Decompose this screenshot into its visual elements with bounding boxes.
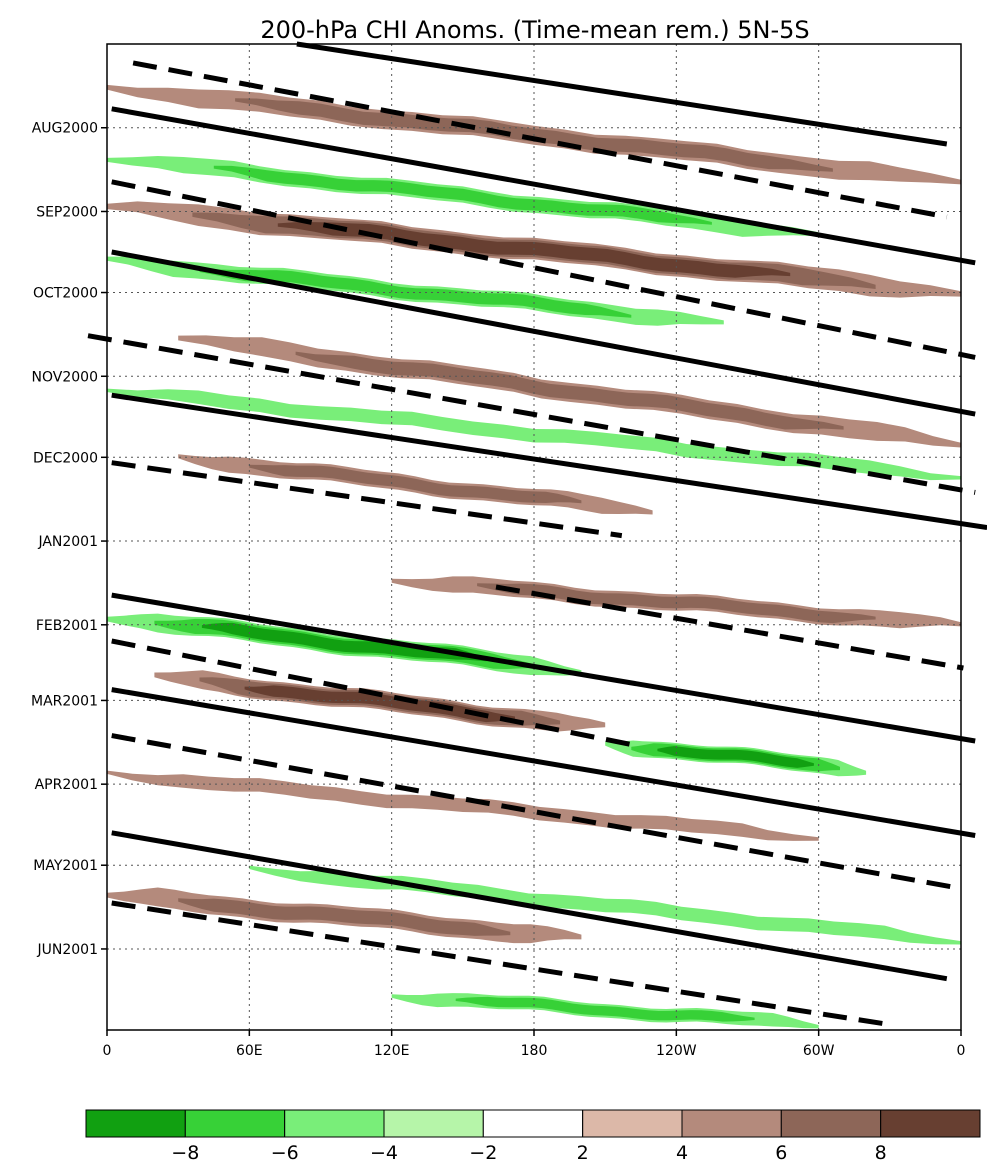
anomaly-contour-positive-11-0 [107, 770, 819, 841]
anomaly-contour-positive-13-1 [178, 898, 511, 936]
colorbar: −8 −6 −4 −2 2 4 6 8 [85, 1109, 981, 1164]
colorbar-bin-4 [482, 1109, 584, 1138]
y-tick-label-0: AUG2000 [32, 121, 98, 137]
dashed-line-10 [111, 460, 623, 539]
y-tick-label-2: OCT2000 [33, 286, 98, 302]
y-tick-label-8: APR2001 [35, 777, 98, 793]
colorbar-label-3: −2 [469, 1142, 497, 1164]
colorbar-label-1: −6 [271, 1142, 299, 1164]
dashed-line-9 [87, 333, 976, 495]
colorbar-bin-1 [184, 1109, 286, 1138]
colorbar-label-0: −8 [171, 1142, 199, 1164]
y-axis: AUG2000 SEP2000 OCT2000 NOV2000 DEC2000 JAN20… [31, 121, 107, 958]
anomaly-contour-negative-10-2 [657, 746, 814, 768]
anomaly-contour-positive-4-1 [295, 351, 844, 430]
anomaly-contour-positive-9-2 [244, 685, 515, 723]
colorbar-bin-3 [383, 1109, 484, 1138]
anomaly-contour-negative-8-2 [201, 622, 487, 662]
colorbar-bin-7 [780, 1109, 882, 1138]
chart-title: 200-hPa CHI Anoms. (Time-mean rem.) 5N-5… [260, 16, 809, 44]
colorbar-label-4: 2 [577, 1142, 589, 1164]
colorbar-label-5: 4 [676, 1142, 688, 1164]
y-tick-label-7: MAR2001 [31, 693, 98, 709]
y-tick-label-9: MAY2001 [33, 858, 98, 874]
propagation-lines-layer [87, 41, 987, 1028]
solid-line-2 [111, 249, 976, 417]
colorbar-label-6: 6 [775, 1142, 787, 1164]
x-axis: 0 60E 120E 180 120W 60W 0 [103, 1030, 966, 1059]
solid-line-0 [296, 41, 948, 147]
dashed-line-12 [111, 638, 642, 749]
x-tick-label-2: 120E [374, 1043, 410, 1059]
y-tick-label-3: NOV2000 [32, 369, 98, 385]
y-tick-label-4: DEC2000 [33, 450, 98, 466]
solid-line-3 [111, 392, 987, 530]
x-tick-label-1: 60E [236, 1043, 263, 1059]
y-tick-label-10: JUN2001 [37, 942, 98, 958]
x-tick-label-5: 60W [803, 1043, 835, 1059]
colorbar-bin-5 [582, 1109, 683, 1138]
anomaly-contour-negative-3-1 [199, 269, 632, 318]
x-tick-label-3: 180 [521, 1043, 548, 1059]
x-tick-label-6: 0 [957, 1043, 966, 1059]
y-tick-label-6: FEB2001 [36, 618, 98, 634]
colorbar-bin-8 [880, 1109, 981, 1138]
colorbar-label-2: −4 [370, 1142, 398, 1164]
solid-line-6 [111, 830, 948, 982]
colorbar-label-7: 8 [875, 1142, 887, 1164]
dashed-line-14 [111, 900, 891, 1028]
colorbar-bin-6 [681, 1109, 782, 1138]
solid-line-5 [111, 687, 976, 838]
colorbar-bin-0 [85, 1109, 186, 1138]
x-tick-label-4: 120W [656, 1043, 697, 1059]
x-tick-label-0: 0 [103, 1043, 112, 1059]
anomaly-contour-negative-14-1 [455, 996, 755, 1022]
dashed-line-7 [132, 60, 948, 220]
colorbar-bin-2 [284, 1109, 385, 1138]
solid-line-1 [111, 106, 976, 266]
anomaly-contour-negative-1-1 [213, 165, 712, 225]
y-tick-label-1: SEP2000 [36, 204, 98, 220]
anomaly-contour-positive-6-1 [249, 464, 582, 504]
anomaly-contour-layer [107, 84, 961, 1029]
y-tick-label-5: JAN2001 [37, 534, 98, 550]
dashed-line-8 [111, 179, 976, 360]
dashed-line-11 [495, 584, 964, 671]
solid-line-4 [111, 592, 976, 744]
anomaly-contour-negative-12-0 [249, 865, 961, 945]
